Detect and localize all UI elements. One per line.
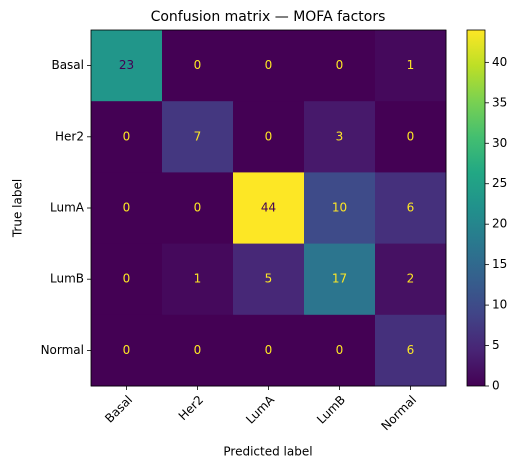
x-tick-label: Her2 (176, 393, 206, 423)
cell-label: 5 (265, 272, 273, 286)
colorbar-tick-label: 15 (492, 257, 507, 271)
colorbar-tick-label: 10 (492, 298, 507, 312)
cell-label: 0 (265, 343, 273, 357)
heatmap-cell (375, 30, 447, 102)
cell-label: 0 (407, 129, 415, 143)
cell-label: 0 (123, 201, 131, 215)
cell-label: 1 (194, 272, 202, 286)
colorbar-tick-label: 5 (492, 338, 500, 352)
heatmap-cell (304, 172, 376, 245)
cell-label: 0 (123, 272, 131, 286)
y-tick-label: Normal (41, 343, 84, 357)
cell-label: 0 (123, 343, 131, 357)
heatmap-cell (375, 172, 447, 245)
heatmap-cell (91, 172, 163, 245)
colorbar-tick-label: 20 (492, 217, 507, 231)
heatmap-cell (91, 30, 163, 102)
heatmap-cell (233, 243, 305, 316)
heatmap-cell (233, 101, 305, 173)
heatmap-cell (162, 243, 234, 316)
x-tick-label: LumB (314, 393, 348, 427)
heatmap-cell (304, 314, 376, 387)
cell-label: 2 (407, 272, 415, 286)
y-tick-label: Basal (51, 58, 84, 72)
x-tick-label: Normal (378, 393, 419, 434)
chart-title: Confusion matrix — MOFA factors (151, 9, 386, 25)
cell-label: 1 (407, 58, 415, 72)
heatmap-cell (233, 30, 305, 102)
heatmap-cell (162, 314, 234, 387)
cell-label: 0 (123, 129, 131, 143)
heatmap-cell (233, 172, 305, 245)
cell-label: 0 (194, 343, 202, 357)
y-tick-label: Her2 (55, 129, 84, 143)
heatmap-cell (91, 101, 163, 173)
colorbar (466, 29, 486, 387)
heatmap-cell (233, 314, 305, 387)
x-axis-label: Predicted label (223, 445, 312, 459)
cell-label: 0 (336, 343, 344, 357)
heatmap-cell (375, 101, 447, 173)
cell-label: 7 (194, 129, 202, 143)
heatmap-cell (304, 243, 376, 316)
colorbar-tick-label: 40 (492, 55, 507, 69)
heatmap-cell (304, 101, 376, 173)
y-tick-label: LumA (50, 201, 85, 215)
colorbar-tick-label: 0 (492, 379, 500, 393)
heatmap-cell (91, 243, 163, 316)
cell-label: 0 (265, 129, 273, 143)
cell-label: 0 (336, 58, 344, 72)
x-tick-label: Basal (102, 393, 135, 426)
cell-label: 10 (332, 201, 347, 215)
y-tick-label: LumB (50, 272, 84, 286)
cell-label: 6 (407, 201, 415, 215)
heatmap-cell (162, 172, 234, 245)
heatmap-cell (162, 101, 234, 173)
cell-label: 0 (265, 58, 273, 72)
heatmap-cell (375, 314, 447, 387)
cell-label: 0 (194, 58, 202, 72)
cell-label: 0 (194, 201, 202, 215)
heatmap-cell (304, 30, 376, 102)
y-axis-label: True label (11, 179, 25, 238)
x-tick-label: LumA (243, 392, 277, 426)
colorbar-tick-label: 25 (492, 176, 507, 190)
heatmap-cell (375, 243, 447, 316)
cell-label: 23 (119, 58, 134, 72)
colorbar-tick-label: 35 (492, 95, 507, 109)
heatmap-cell (162, 30, 234, 102)
colorbar-tick-label: 30 (492, 136, 507, 150)
cell-label: 17 (332, 272, 347, 286)
cell-label: 6 (407, 343, 415, 357)
cell-label: 44 (261, 201, 276, 215)
heatmap-cell (91, 314, 163, 387)
cell-label: 3 (336, 129, 344, 143)
